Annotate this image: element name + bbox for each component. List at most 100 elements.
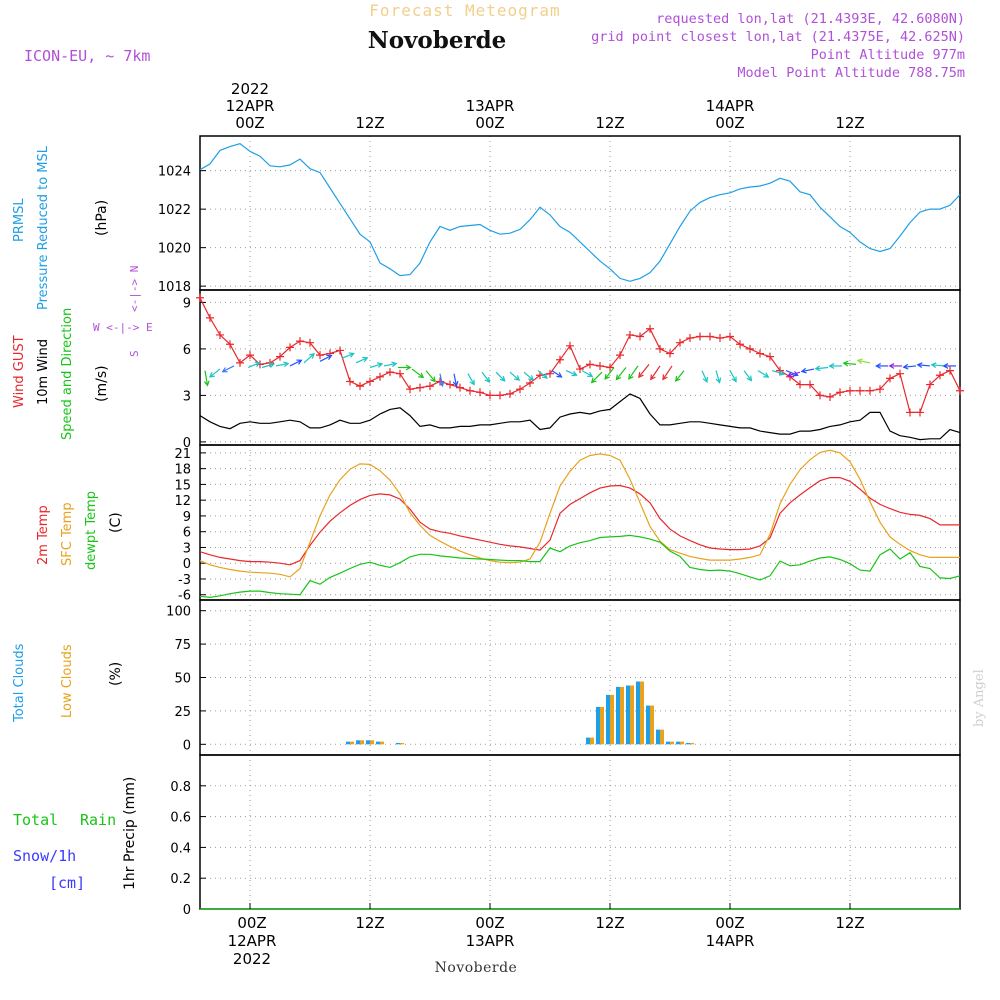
cloud-unit-label: (%) [108, 662, 124, 686]
wind-10m-label: 10m Wind [36, 339, 51, 405]
compass-n: <-|-> N [128, 266, 141, 312]
wind-arrow-head [763, 372, 770, 378]
bottom-time-label: 12Z [835, 914, 864, 932]
model-label: ICON-EU, ~ 7km [24, 47, 150, 65]
wind-arrow [771, 370, 785, 375]
y-tick-label: 1022 [158, 203, 191, 218]
wind-arrow-head [842, 360, 849, 367]
wind-arrow [787, 371, 801, 377]
gust-marker [396, 369, 404, 378]
wind-arrow [581, 370, 593, 377]
wind-arrow-head [828, 363, 835, 369]
gust-marker [216, 330, 224, 339]
wind-arrow [247, 362, 260, 369]
gust-marker [316, 351, 324, 360]
y-tick-label: 9 [183, 510, 191, 525]
gust-marker [496, 391, 504, 400]
wind-arrow [931, 364, 945, 367]
top-time-label: 12Z [595, 114, 624, 132]
gust-marker [486, 391, 494, 400]
gust-marker [466, 386, 474, 395]
wind-arrow [204, 370, 209, 386]
wind-arrow-head [615, 374, 622, 381]
gust-marker [956, 386, 964, 395]
wind-arrow-head [438, 380, 445, 388]
gust-marker [736, 340, 744, 349]
wind-arrow [537, 370, 548, 379]
gust-marker [836, 388, 844, 397]
y-tick-label: 1024 [158, 165, 191, 180]
gust-marker [296, 337, 304, 346]
wind-arrow-head [916, 362, 923, 369]
compass-rose: W <-|-> E <-|-> N S [93, 266, 153, 357]
wind-arrow-head [309, 353, 315, 359]
precip-cm-label: [cm] [49, 874, 85, 892]
bottom-time-label: 13APR [466, 932, 515, 950]
cloud-bar [610, 694, 614, 745]
gust-marker [716, 334, 724, 343]
temp-dewpt-label: dewpt Temp [84, 491, 99, 570]
gust-marker [806, 380, 814, 389]
wind-unit-label: (m/s) [94, 365, 110, 402]
top-time-label: 00Z [235, 114, 264, 132]
top-time-label: 2022 [231, 80, 269, 98]
wind-arrow-head [268, 362, 276, 368]
precip-unit-label: 1hr Precip (mm) [122, 777, 138, 890]
gust-marker [556, 355, 564, 364]
gust-marker [386, 368, 394, 377]
top-time-label: 14APR [706, 97, 755, 115]
wind-arrow [411, 368, 424, 378]
wind-arrow-head [662, 374, 668, 381]
gust-marker [566, 341, 574, 350]
wind-arrow [815, 366, 829, 370]
bottom-time-label: 12Z [595, 914, 624, 932]
wind-arrow [701, 370, 708, 383]
gust-marker [686, 334, 694, 343]
gust-marker [906, 408, 914, 417]
gust-marker [236, 358, 244, 367]
wind-arrow-head [484, 376, 491, 384]
gust-marker [676, 338, 684, 347]
cloud-labels: Total Clouds Low Clouds (%) [12, 643, 124, 723]
gust-marker [656, 344, 664, 353]
pressure-labels: PRMSL Pressure Reduced to MSL (hPa) [12, 145, 110, 310]
wind-arrow-head [942, 363, 949, 369]
wind-arrow [650, 365, 661, 380]
gust-marker [666, 349, 674, 358]
credit-watermark: by Angel [972, 669, 987, 727]
gust-marker [306, 338, 314, 347]
wind-arrow-head [902, 363, 909, 370]
wind-arrow-head [296, 359, 303, 365]
gust-marker [866, 386, 874, 395]
gust-marker [726, 332, 734, 341]
bottom-time-label: 2022 [233, 950, 271, 968]
gust-marker [446, 380, 454, 389]
gust-marker [916, 408, 924, 417]
cloud-bar [396, 742, 400, 745]
y-tick-label: 0.2 [170, 872, 191, 887]
precip-snow-label: Snow/1h [13, 847, 76, 865]
top-time-label: 13APR [466, 97, 515, 115]
wind-arrow [509, 371, 520, 381]
gust-marker [876, 385, 884, 394]
prmsl-label: PRMSL [12, 198, 27, 242]
series-sfc-temp [199, 449, 960, 578]
gust-marker [456, 383, 464, 392]
gust-marker [826, 392, 834, 401]
wind-arrow-head [541, 373, 548, 379]
gust-marker [276, 352, 284, 361]
temp-2m-label: 2m Temp [36, 505, 51, 565]
wind-arrow-head [731, 376, 737, 383]
gust-marker [796, 380, 804, 389]
bottom-time-label: 00Z [475, 914, 504, 932]
wind-arrow-head [221, 367, 228, 373]
wind-arrow [222, 365, 235, 373]
gust-marker [506, 389, 514, 398]
cloud-bar [690, 742, 694, 745]
wind-arrow [903, 365, 917, 368]
cloud-bar [630, 685, 634, 745]
wind-arrow-head [203, 380, 210, 387]
y-tick-label: 25 [174, 705, 191, 720]
wind-arrow [917, 364, 931, 367]
